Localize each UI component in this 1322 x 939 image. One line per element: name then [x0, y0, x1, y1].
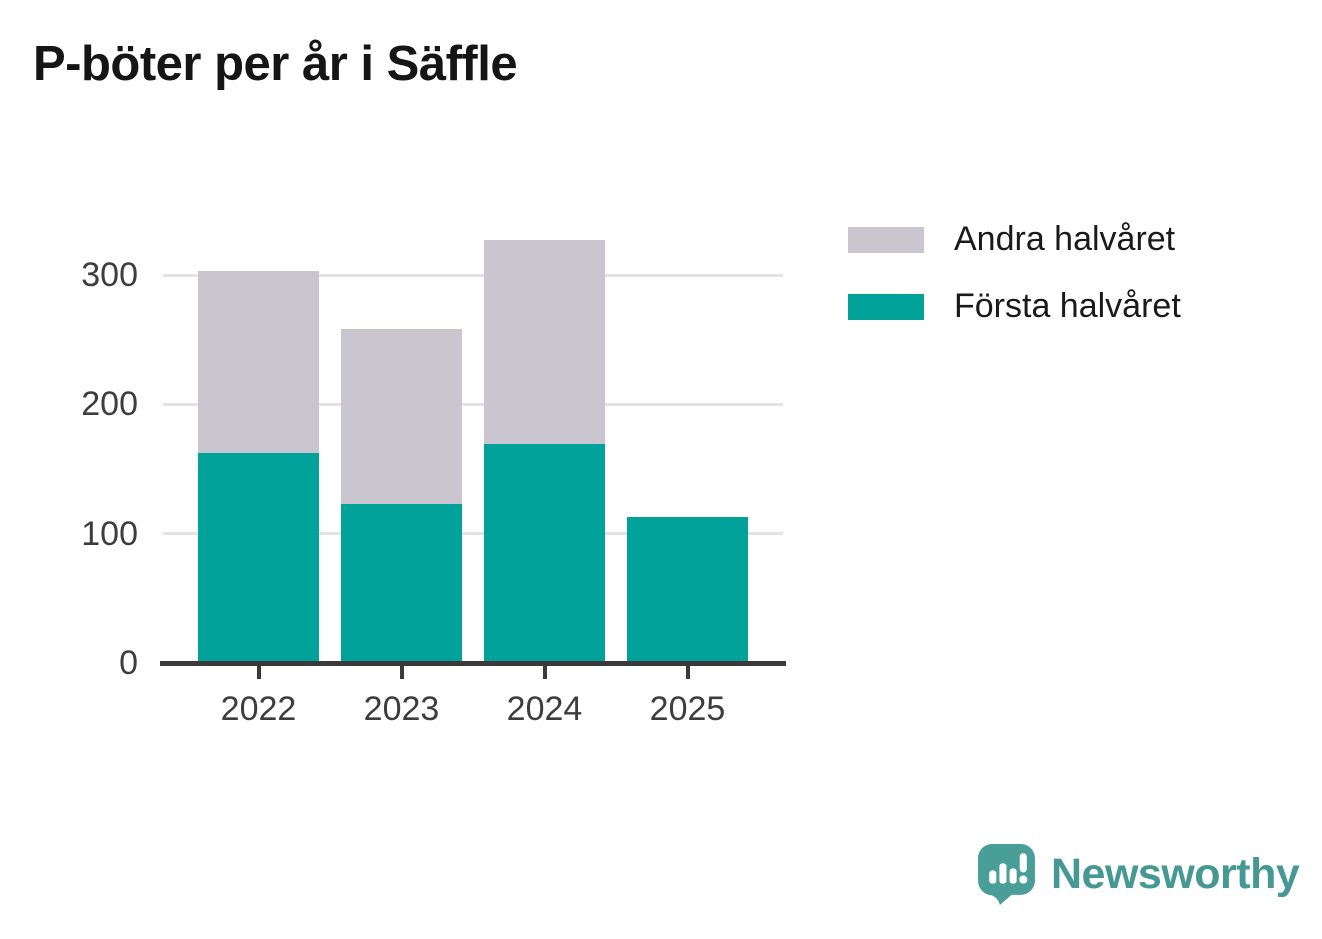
y-axis-tick-label: 0 [119, 644, 138, 682]
legend-label: Första halvåret [954, 287, 1181, 325]
x-axis-line [160, 661, 786, 666]
bar-second-half-2024 [484, 240, 605, 445]
legend-swatch [848, 293, 924, 320]
x-axis-category-label: 2022 [220, 690, 297, 728]
y-axis-tick-label: 100 [81, 514, 138, 553]
y-axis-tick-label: 300 [81, 256, 138, 294]
legend-label: Andra halvåret [954, 220, 1176, 258]
legend: Andra halvåret Första halvåret [848, 220, 1181, 354]
x-axis-category-label: 2023 [363, 690, 440, 728]
x-axis-tick [542, 666, 547, 679]
newsworthy-logo-icon [978, 844, 1035, 905]
x-axis-category-label: 2024 [506, 690, 583, 728]
x-axis-tick [256, 666, 261, 679]
bar-first-half-2023 [341, 503, 462, 663]
legend-item: Andra halvåret [848, 220, 1181, 259]
bar-second-half-2022 [198, 271, 319, 454]
bar-second-half-2023 [341, 329, 462, 504]
branding: Newsworthy [978, 844, 1300, 905]
gridline [163, 532, 783, 536]
x-axis-category-label: 2025 [649, 690, 726, 728]
gridline [163, 402, 783, 406]
bar-first-half-2022 [198, 453, 319, 663]
legend-item: Första halvåret [848, 287, 1181, 326]
chart-title: P-böter per år i Säffle [33, 37, 518, 91]
legend-swatch [848, 226, 924, 253]
gridline [163, 273, 783, 277]
branding-name: Newsworthy [1051, 850, 1300, 898]
bar-first-half-2024 [484, 444, 605, 663]
y-axis-tick-label: 200 [81, 385, 138, 424]
bar-first-half-2025 [627, 516, 748, 663]
x-axis-tick [399, 666, 404, 679]
x-axis-tick [685, 666, 690, 679]
